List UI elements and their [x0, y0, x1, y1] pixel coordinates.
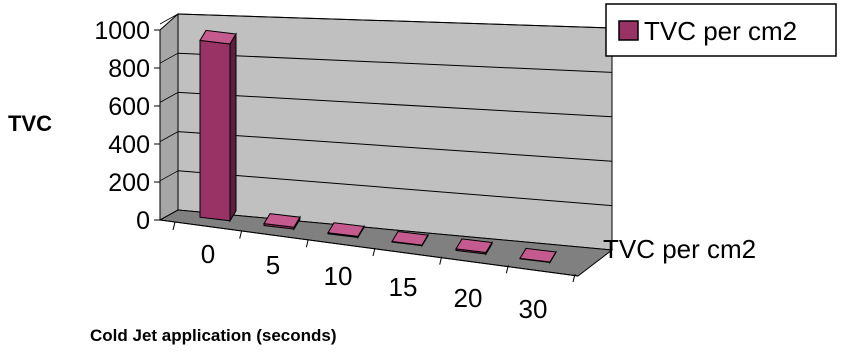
x-tick-mark — [372, 247, 376, 257]
legend-label: TVC per cm2 — [644, 16, 797, 46]
y-tick-label: 800 — [108, 55, 150, 83]
y-axis-label: TVC — [8, 111, 52, 136]
y-tick-label: 1000 — [94, 17, 150, 45]
bar-side — [549, 250, 557, 265]
legend-frame — [605, 3, 837, 57]
back-wall — [177, 13, 613, 251]
gridline — [177, 170, 613, 207]
gridlines — [159, 13, 613, 221]
x-tick-mark — [239, 230, 243, 239]
x-tick-mark — [305, 239, 309, 248]
bar-side — [229, 32, 237, 223]
bar-side — [293, 215, 301, 231]
y-tick-label: 600 — [108, 93, 150, 121]
x-tick-label: 30 — [519, 294, 548, 324]
legend-swatch — [618, 20, 639, 41]
y-tick-label: 200 — [108, 169, 150, 197]
x-tick-label: 20 — [454, 283, 483, 313]
side-gridline — [159, 170, 179, 182]
side-gridline — [159, 13, 179, 25]
side-gridline — [159, 92, 179, 103]
legend: TVC per cm2 — [605, 3, 837, 57]
x-tick-mark — [172, 221, 176, 231]
depth-axis-label: TVC per cm2 — [603, 234, 756, 264]
x-tick-label: 15 — [389, 272, 418, 302]
x-tick-label: 0 — [201, 239, 215, 269]
side-gridline — [159, 131, 179, 142]
x-axis-ticks: 0 5 10 15 20 30 — [159, 219, 579, 324]
bar — [199, 39, 231, 222]
bar-side — [421, 233, 429, 248]
y-tick-label: 0 — [136, 207, 150, 235]
gridline — [177, 52, 613, 73]
gridline — [177, 131, 613, 162]
x-axis-line — [159, 219, 579, 277]
side-wall — [159, 12, 179, 221]
x-tick-label: 10 — [324, 261, 353, 291]
bar-side — [485, 240, 493, 256]
gridline — [177, 91, 613, 118]
x-tick-label: 5 — [266, 250, 280, 280]
side-gridline — [159, 52, 179, 64]
gridline — [177, 13, 613, 29]
y-tick-label: 400 — [108, 131, 150, 159]
bars — [199, 29, 557, 265]
x-axis-label: Cold Jet application (seconds) — [90, 326, 337, 345]
bar-side — [357, 224, 365, 240]
side-gridline — [159, 209, 179, 221]
y-axis-ticks: 0 200 400 600 800 1000 — [94, 17, 161, 235]
